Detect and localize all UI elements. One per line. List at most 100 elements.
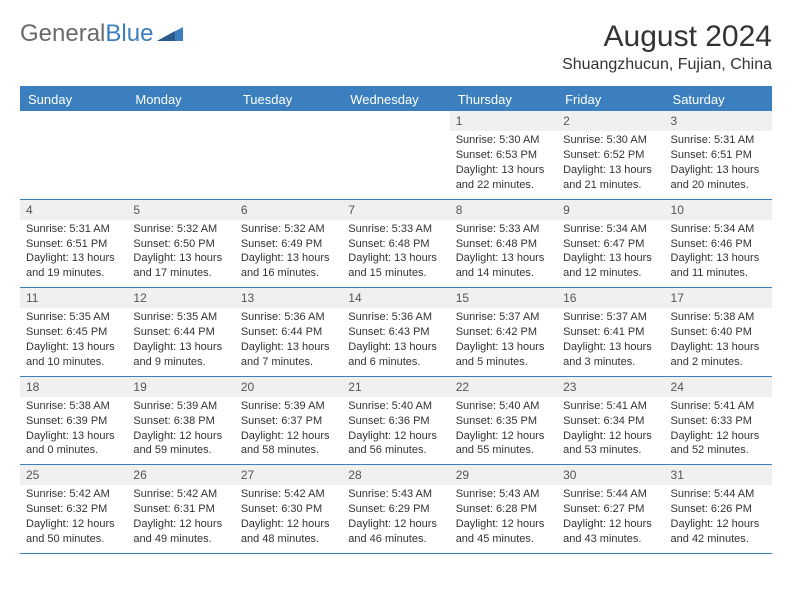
day-line: Sunrise: 5:39 AM <box>241 399 336 414</box>
day-cell: 18Sunrise: 5:38 AMSunset: 6:39 PMDayligh… <box>20 377 127 465</box>
day-line: Sunrise: 5:42 AM <box>241 487 336 502</box>
day-line: Daylight: 13 hours <box>456 251 551 266</box>
day-line: and 2 minutes. <box>671 355 766 370</box>
day-content: Sunrise: 5:31 AMSunset: 6:51 PMDaylight:… <box>665 131 772 198</box>
day-number: 7 <box>342 200 449 220</box>
day-line: and 22 minutes. <box>456 178 551 193</box>
day-line: Daylight: 12 hours <box>456 429 551 444</box>
day-number: 31 <box>665 465 772 485</box>
day-line: Sunrise: 5:42 AM <box>133 487 228 502</box>
day-line: and 45 minutes. <box>456 532 551 547</box>
day-line: Sunset: 6:46 PM <box>671 237 766 252</box>
day-line: Sunrise: 5:31 AM <box>671 133 766 148</box>
day-content: Sunrise: 5:39 AMSunset: 6:38 PMDaylight:… <box>127 397 234 464</box>
day-line: Sunrise: 5:43 AM <box>348 487 443 502</box>
day-line: Sunrise: 5:42 AM <box>26 487 121 502</box>
day-line: Sunrise: 5:32 AM <box>241 222 336 237</box>
day-line: Sunrise: 5:37 AM <box>563 310 658 325</box>
day-cell: 9Sunrise: 5:34 AMSunset: 6:47 PMDaylight… <box>557 200 664 288</box>
day-line: Sunset: 6:29 PM <box>348 502 443 517</box>
day-line: and 55 minutes. <box>456 443 551 458</box>
day-line: Daylight: 12 hours <box>456 517 551 532</box>
day-line: Sunrise: 5:36 AM <box>348 310 443 325</box>
day-cell: 2Sunrise: 5:30 AMSunset: 6:52 PMDaylight… <box>557 111 664 199</box>
day-line: Daylight: 13 hours <box>563 163 658 178</box>
day-cell: 10Sunrise: 5:34 AMSunset: 6:46 PMDayligh… <box>665 200 772 288</box>
day-number: 19 <box>127 377 234 397</box>
day-cell: 21Sunrise: 5:40 AMSunset: 6:36 PMDayligh… <box>342 377 449 465</box>
day-line: Daylight: 12 hours <box>241 429 336 444</box>
day-cell: 15Sunrise: 5:37 AMSunset: 6:42 PMDayligh… <box>450 288 557 376</box>
day-cell: 25Sunrise: 5:42 AMSunset: 6:32 PMDayligh… <box>20 465 127 553</box>
day-cell: 1Sunrise: 5:30 AMSunset: 6:53 PMDaylight… <box>450 111 557 199</box>
day-line: and 11 minutes. <box>671 266 766 281</box>
day-cell: 4Sunrise: 5:31 AMSunset: 6:51 PMDaylight… <box>20 200 127 288</box>
day-cell: 11Sunrise: 5:35 AMSunset: 6:45 PMDayligh… <box>20 288 127 376</box>
logo-triangle-icon <box>157 20 183 48</box>
logo: GeneralBlue <box>20 20 183 48</box>
day-line: and 42 minutes. <box>671 532 766 547</box>
day-content: Sunrise: 5:37 AMSunset: 6:41 PMDaylight:… <box>557 308 664 375</box>
day-line: Sunset: 6:48 PM <box>456 237 551 252</box>
day-line: Daylight: 13 hours <box>671 163 766 178</box>
day-line: Daylight: 13 hours <box>241 340 336 355</box>
title-block: August 2024 Shuangzhucun, Fujian, China <box>562 20 772 74</box>
day-line: Sunset: 6:30 PM <box>241 502 336 517</box>
day-content: Sunrise: 5:31 AMSunset: 6:51 PMDaylight:… <box>20 220 127 287</box>
day-cell: 19Sunrise: 5:39 AMSunset: 6:38 PMDayligh… <box>127 377 234 465</box>
day-line: Sunset: 6:39 PM <box>26 414 121 429</box>
day-line: Daylight: 13 hours <box>26 251 121 266</box>
day-line: and 14 minutes. <box>456 266 551 281</box>
day-number: 21 <box>342 377 449 397</box>
day-number: 29 <box>450 465 557 485</box>
day-line: Daylight: 13 hours <box>348 251 443 266</box>
day-number: 17 <box>665 288 772 308</box>
day-content: Sunrise: 5:35 AMSunset: 6:44 PMDaylight:… <box>127 308 234 375</box>
day-content: Sunrise: 5:43 AMSunset: 6:29 PMDaylight:… <box>342 485 449 552</box>
day-line: and 59 minutes. <box>133 443 228 458</box>
logo-text-2: Blue <box>105 20 153 48</box>
day-line: Daylight: 13 hours <box>241 251 336 266</box>
day-number: 4 <box>20 200 127 220</box>
day-content: Sunrise: 5:34 AMSunset: 6:47 PMDaylight:… <box>557 220 664 287</box>
week-row: 1Sunrise: 5:30 AMSunset: 6:53 PMDaylight… <box>20 111 772 200</box>
day-line: Daylight: 13 hours <box>133 251 228 266</box>
day-line: Sunrise: 5:34 AM <box>563 222 658 237</box>
day-number: 28 <box>342 465 449 485</box>
day-line: and 9 minutes. <box>133 355 228 370</box>
day-line: Sunrise: 5:35 AM <box>26 310 121 325</box>
day-line: Sunset: 6:45 PM <box>26 325 121 340</box>
day-line: and 16 minutes. <box>241 266 336 281</box>
day-line: and 43 minutes. <box>563 532 658 547</box>
day-line: Daylight: 13 hours <box>26 429 121 444</box>
day-line: Sunrise: 5:31 AM <box>26 222 121 237</box>
day-line: Sunset: 6:43 PM <box>348 325 443 340</box>
day-line: Daylight: 12 hours <box>563 429 658 444</box>
day-cell: 26Sunrise: 5:42 AMSunset: 6:31 PMDayligh… <box>127 465 234 553</box>
day-line: Sunset: 6:48 PM <box>348 237 443 252</box>
day-line: Sunset: 6:47 PM <box>563 237 658 252</box>
day-number: 22 <box>450 377 557 397</box>
day-line: Sunrise: 5:44 AM <box>671 487 766 502</box>
day-line: Sunset: 6:37 PM <box>241 414 336 429</box>
day-line: and 53 minutes. <box>563 443 658 458</box>
day-cell: 27Sunrise: 5:42 AMSunset: 6:30 PMDayligh… <box>235 465 342 553</box>
day-line: Sunset: 6:51 PM <box>671 148 766 163</box>
day-line: Daylight: 13 hours <box>26 340 121 355</box>
day-number: 2 <box>557 111 664 131</box>
day-content: Sunrise: 5:41 AMSunset: 6:33 PMDaylight:… <box>665 397 772 464</box>
day-content: Sunrise: 5:42 AMSunset: 6:31 PMDaylight:… <box>127 485 234 552</box>
day-content: Sunrise: 5:41 AMSunset: 6:34 PMDaylight:… <box>557 397 664 464</box>
day-line: Sunrise: 5:35 AM <box>133 310 228 325</box>
day-line: Daylight: 13 hours <box>563 340 658 355</box>
day-content: Sunrise: 5:36 AMSunset: 6:44 PMDaylight:… <box>235 308 342 375</box>
day-line: Sunrise: 5:34 AM <box>671 222 766 237</box>
day-number: 1 <box>450 111 557 131</box>
day-line: Sunset: 6:50 PM <box>133 237 228 252</box>
day-line: Sunset: 6:41 PM <box>563 325 658 340</box>
weeks-container: 1Sunrise: 5:30 AMSunset: 6:53 PMDaylight… <box>20 111 772 554</box>
day-cell: 5Sunrise: 5:32 AMSunset: 6:50 PMDaylight… <box>127 200 234 288</box>
month-title: August 2024 <box>562 20 772 54</box>
day-line: and 19 minutes. <box>26 266 121 281</box>
day-line: Sunset: 6:28 PM <box>456 502 551 517</box>
